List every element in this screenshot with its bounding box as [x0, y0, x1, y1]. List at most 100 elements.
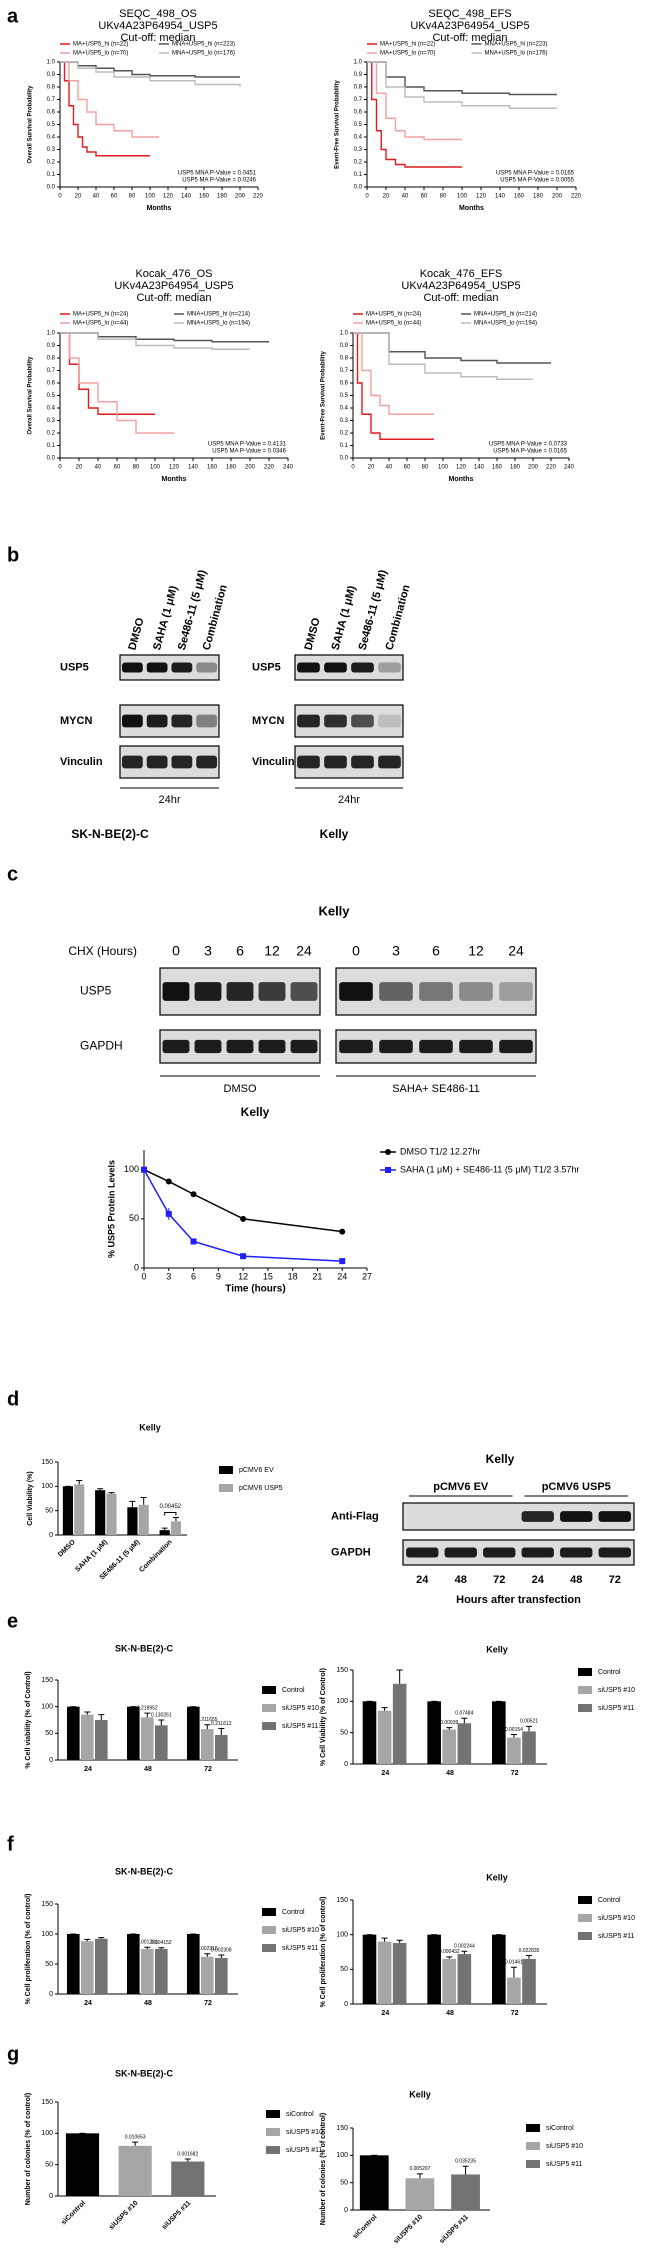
y-tick-label: 100 [336, 2152, 348, 2159]
y-tick-label: 0.3 [47, 147, 56, 153]
legend-label: DMSO T1/2 12.27hr [400, 1146, 480, 1156]
y-tick-label: 0.0 [47, 456, 56, 462]
error-bar [204, 1724, 211, 1730]
y-axis-label: % Cell proliferation (% of control) [320, 1897, 327, 2008]
blot-band [194, 982, 222, 1001]
x-tick-label: 3 [166, 1271, 171, 1281]
legend-label: MNA+USP5_hi (n=223) [172, 42, 235, 48]
x-tick-label: 120 [169, 465, 180, 471]
chart-title: SK-N-BE(2)-C [115, 1643, 173, 1653]
y-tick-label: 0.6 [340, 381, 349, 387]
survival-curve [60, 332, 174, 434]
y-tick-label: 100 [336, 1698, 348, 1705]
p-value: 0.01461 [505, 1960, 523, 1966]
x-tick-label: 100 [438, 465, 449, 471]
legend-swatch [262, 1908, 276, 1916]
chart-title: SK-N-BE(2)-C [115, 1866, 173, 1876]
x-tick-label: 72 [511, 1770, 519, 1777]
lane-label: 48 [455, 1574, 467, 1586]
y-tick-label: 0 [49, 1532, 53, 1539]
bar [127, 1706, 140, 1760]
legend-swatch [262, 1722, 276, 1730]
blot-band [406, 1547, 439, 1558]
blot-band [560, 1547, 593, 1558]
point [339, 1228, 346, 1235]
legend-label: siUSP5 #11 [282, 1945, 319, 1952]
x-tick-label: 200 [528, 465, 539, 471]
x-tick-label: 48 [446, 2010, 454, 2017]
error-bar [218, 1954, 225, 1958]
x-tick-label: siControl [60, 2200, 87, 2227]
y-tick-label: 1.0 [47, 331, 56, 337]
legend-swatch [578, 1896, 592, 1904]
y-axis-label: Event-Free Survival Probability [321, 350, 327, 439]
legend-swatch [578, 1932, 592, 1940]
lane-label: DMSO [303, 616, 323, 651]
x-tick-label: 160 [514, 194, 525, 200]
x-tick-label: 220 [253, 194, 264, 200]
y-tick-label: 0.9 [354, 72, 363, 78]
error-bar [381, 1937, 388, 1942]
blot-footer: Hours after transfection [456, 1594, 581, 1606]
x-tick-label: 48 [144, 2000, 152, 2007]
x-axis-label: Months [459, 205, 484, 212]
error-bar [396, 1669, 403, 1684]
blot-band [598, 1547, 631, 1558]
blot-band [146, 755, 168, 769]
row-label: Vinculin [252, 756, 295, 768]
survival-curve [353, 332, 551, 364]
blot-band [483, 1547, 516, 1558]
bar [392, 1942, 407, 2004]
error-bar [84, 1711, 91, 1715]
bar [141, 1717, 154, 1760]
blot-band [324, 662, 347, 673]
legend-label: siUSP5 #10 [546, 2143, 583, 2150]
blot-band [258, 982, 286, 1001]
y-axis-label: % Cell viability (% of Control) [25, 1671, 32, 1768]
y-tick-label: 0.2 [354, 160, 363, 166]
y-tick-label: 0 [49, 2193, 53, 2200]
chart-subtitle: UKv4A23P64954_USP5 [98, 20, 217, 32]
blot-band [121, 755, 143, 769]
error-bar [158, 1947, 165, 1949]
y-tick-label: 0.5 [340, 393, 349, 399]
y-tick-label: 50 [45, 1508, 53, 1515]
x-tick-label: 160 [492, 465, 503, 471]
x-tick-label: 18 [288, 1271, 298, 1281]
x-tick-label: 24 [381, 2010, 389, 2017]
series-line [143, 1168, 343, 1233]
y-tick-label: 0.9 [340, 343, 349, 349]
blot-band [297, 662, 320, 673]
survival-curve [353, 332, 533, 380]
y-axis-label: Number of colonies (% of control) [25, 2093, 32, 2205]
bar [187, 1706, 200, 1760]
p-value: 0.002308 [211, 1947, 232, 1953]
blot-band [196, 755, 218, 769]
row-label: MYCN [252, 715, 284, 727]
y-tick-label: 0 [49, 1991, 53, 1998]
chart-subtitle: UKv4A23P64954_USP5 [114, 280, 233, 292]
legend-swatch [266, 2128, 280, 2136]
p-value: 0.035235 [455, 2159, 476, 2165]
x-tick-label: 20 [383, 194, 390, 200]
blot-band [379, 1039, 413, 1054]
error-bar [98, 1937, 105, 1939]
blot-band [459, 982, 493, 1001]
x-tick-label: siUSP5 #11 [161, 2200, 192, 2231]
x-tick-label: 0 [365, 194, 369, 200]
cell-line: SK-N-BE(2)-C [71, 827, 149, 841]
survival-curve [60, 61, 241, 87]
x-tick-label: 80 [440, 194, 447, 200]
y-tick-label: 0.0 [47, 185, 56, 191]
y-tick-label: 0.5 [47, 122, 56, 128]
y-tick-label: 1.0 [354, 60, 363, 66]
survival-curve [353, 332, 434, 440]
bar [187, 1934, 200, 1994]
x-axis-label: Months [449, 476, 474, 483]
legend-swatch [219, 1484, 233, 1492]
point [339, 1258, 346, 1265]
survival-curve [60, 61, 150, 157]
error-bar [446, 1956, 453, 1959]
p-value-note: USP5 MA P-Value = 0.0055 [500, 178, 574, 184]
legend-label: siUSP5 #11 [598, 1705, 635, 1712]
